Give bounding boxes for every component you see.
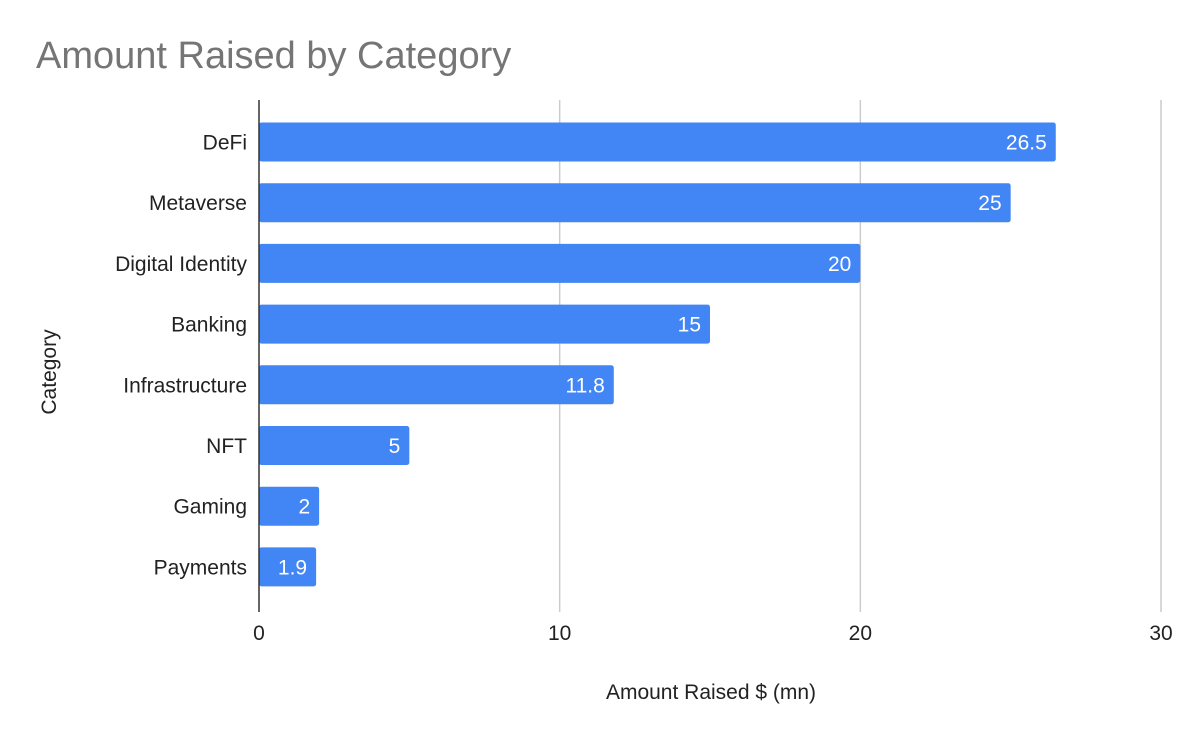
bars	[259, 122, 1056, 587]
category-label: NFT	[206, 435, 247, 458]
category-label: DeFi	[203, 132, 247, 155]
category-label: Gaming	[173, 496, 247, 519]
bar-nft	[259, 426, 410, 465]
category-label: Metaverse	[149, 192, 247, 215]
data-label: 1.9	[278, 556, 307, 579]
bar-metaverse	[259, 183, 1011, 223]
data-label: 26.5	[1006, 132, 1047, 155]
data-label: 25	[978, 192, 1001, 215]
bar-digital-identity	[259, 243, 861, 283]
category-label: Payments	[154, 556, 247, 579]
data-label: 5	[389, 435, 401, 458]
data-label: 2	[298, 496, 310, 519]
x-tick-label: 30	[1149, 622, 1172, 645]
bar-banking	[259, 304, 710, 344]
gridlines	[558, 100, 1162, 612]
x-axis-title: Amount Raised $ (mn)	[606, 681, 816, 704]
category-label: Banking	[171, 314, 247, 337]
x-tick-label: 10	[548, 622, 571, 645]
x-tick-label: 20	[849, 622, 872, 645]
bar-defi	[259, 122, 1056, 162]
data-label: 15	[678, 314, 701, 337]
data-label: 11.8	[565, 374, 604, 397]
bar-gaming	[259, 486, 320, 526]
chart-title: Amount Raised by Category	[36, 35, 511, 77]
y-axis-title: Category	[38, 329, 61, 415]
bar-infrastructure	[259, 365, 614, 405]
bar-payments	[259, 547, 317, 587]
data-label: 20	[828, 253, 851, 276]
category-label: Infrastructure	[123, 374, 247, 397]
x-tick-label: 0	[253, 622, 265, 645]
category-label: Digital Identity	[115, 253, 247, 276]
